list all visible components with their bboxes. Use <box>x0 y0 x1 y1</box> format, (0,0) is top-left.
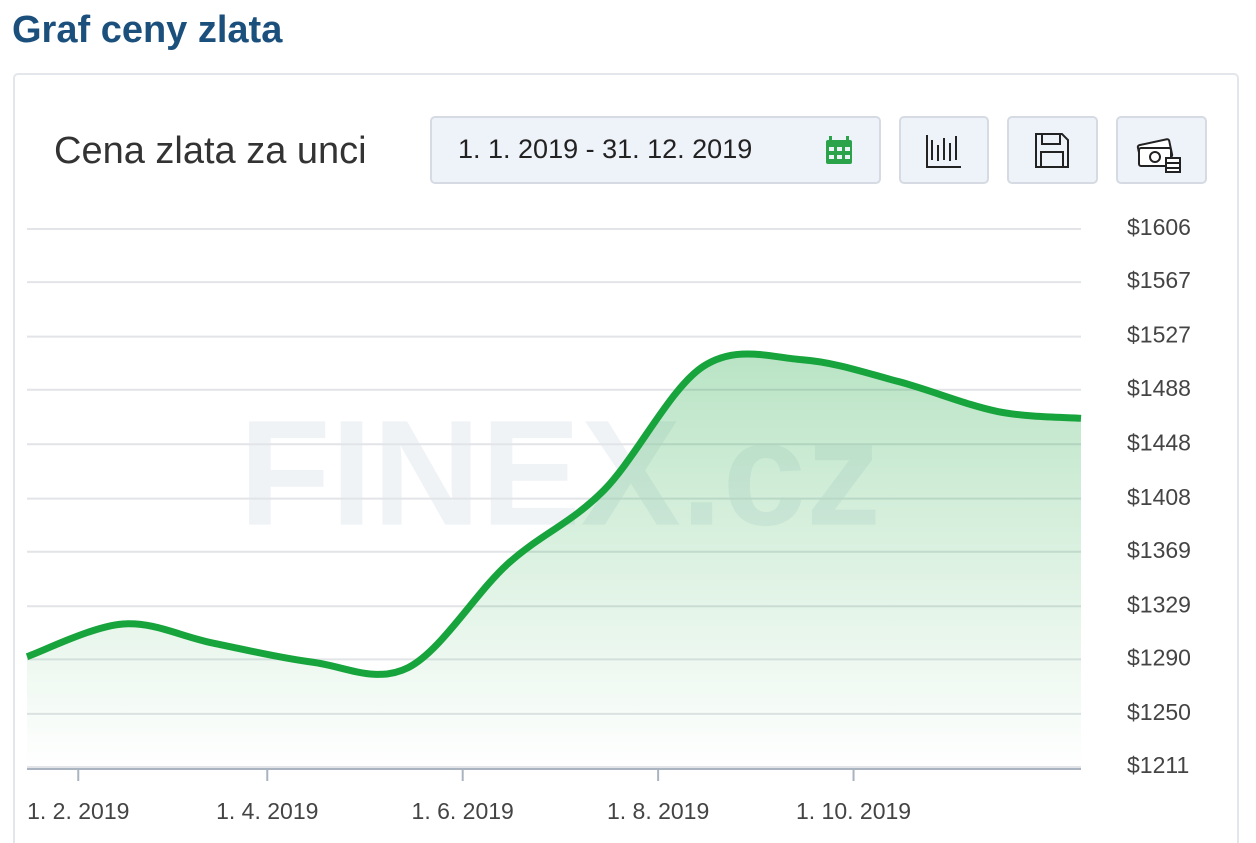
calendar-icon <box>826 136 852 164</box>
area <box>27 353 1081 767</box>
x-tick-label: 1. 10. 2019 <box>796 798 911 824</box>
y-tick-label: $1329 <box>1127 591 1191 617</box>
date-input[interactable] <box>430 116 881 184</box>
date-picker[interactable]: 1. 1. 2019 - 31. 12. 2019 <box>430 116 881 184</box>
widget-title: Cena zlata za unci <box>54 130 367 172</box>
save-button[interactable] <box>1007 116 1098 184</box>
x-tick-label: 1. 2. 2019 <box>27 798 129 824</box>
date-range: 1. 1. 2019 - 31. 12. 2019 <box>458 134 752 164</box>
y-tick-label: $1448 <box>1127 429 1191 455</box>
y-tick-label: $1408 <box>1127 484 1191 510</box>
chart-type-button[interactable] <box>899 116 989 184</box>
y-tick-label: $1488 <box>1127 375 1191 401</box>
y-tick-label: $1567 <box>1127 267 1191 293</box>
y-tick-label: $1290 <box>1127 644 1191 670</box>
y-tick-label: $1369 <box>1127 537 1191 563</box>
x-tick-label: 1. 6. 2019 <box>412 798 514 824</box>
price-line <box>25 350 1082 678</box>
heading: Graf ceny zlata <box>12 9 283 51</box>
currency-button[interactable] <box>1116 116 1207 184</box>
y-tick-label: $1527 <box>1127 322 1191 348</box>
x-tick-label: 1. 4. 2019 <box>216 798 318 824</box>
y-tick-label: $1606 <box>1127 214 1191 240</box>
y-tick-label: $1211 <box>1127 752 1189 778</box>
plot: $1211 $1250 $1290 $1329 $1369 $1408 $1448 $1488… <box>25 214 1191 824</box>
x-tick-label: 1. 8. 2019 <box>607 798 709 824</box>
y-tick-label: $1250 <box>1127 699 1191 725</box>
